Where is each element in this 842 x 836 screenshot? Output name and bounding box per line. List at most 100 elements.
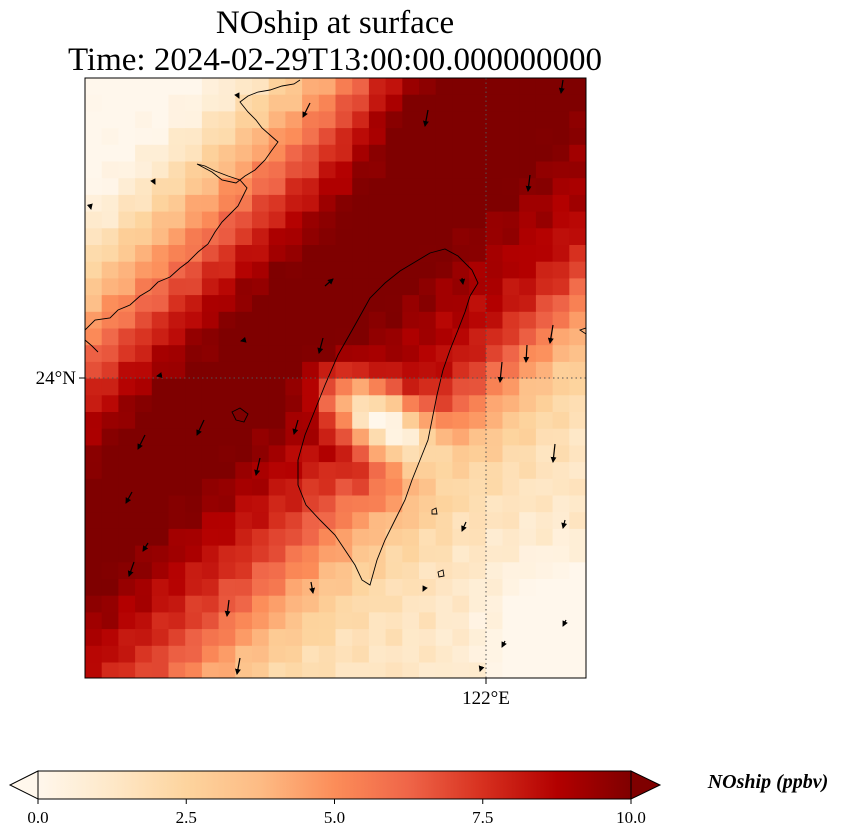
field-cell <box>168 428 186 446</box>
field-cell <box>485 245 504 263</box>
field-cell <box>185 495 203 513</box>
field-cell <box>252 211 270 229</box>
field-cell <box>502 361 520 380</box>
field-cell <box>85 278 103 296</box>
field-cell <box>469 211 487 229</box>
field-cell <box>185 595 203 613</box>
field-cell <box>485 478 504 497</box>
field-cell <box>368 629 387 647</box>
field-cell <box>268 395 286 413</box>
field-cell <box>352 211 370 229</box>
field-cell <box>168 78 186 96</box>
field-cell <box>502 161 520 179</box>
field-cell <box>569 295 586 313</box>
field-cell <box>352 462 370 480</box>
field-cell <box>101 361 119 380</box>
field-cell <box>535 228 554 246</box>
field-cell <box>151 579 170 597</box>
field-cell <box>185 361 203 380</box>
field-cell <box>168 495 186 513</box>
field-cell <box>302 545 320 563</box>
field-cell <box>368 512 387 530</box>
field-cell <box>352 528 370 547</box>
field-cell <box>135 128 153 146</box>
field-cell <box>535 412 554 430</box>
field-cell <box>419 512 437 530</box>
field-cell <box>85 128 103 146</box>
field-cell <box>318 562 337 580</box>
field-cell <box>218 645 236 664</box>
field-cell <box>452 94 470 112</box>
field-cell <box>285 345 303 363</box>
field-cell <box>452 78 470 96</box>
field-cell <box>101 278 119 296</box>
field-cell <box>268 178 286 196</box>
field-cell <box>552 545 570 563</box>
field-cell <box>151 361 170 380</box>
field-cell <box>469 662 487 678</box>
field-cell <box>452 245 470 263</box>
field-cell <box>268 612 286 630</box>
field-cell <box>485 161 504 179</box>
field-cell <box>469 512 487 530</box>
wind-arrow <box>196 419 205 436</box>
field-cell <box>519 428 537 446</box>
field-cell <box>151 245 170 263</box>
field-cell <box>85 629 103 647</box>
field-cell <box>385 562 403 580</box>
field-cell <box>268 311 286 330</box>
field-cell <box>519 579 537 597</box>
field-cell <box>452 629 470 647</box>
field-cell <box>535 261 554 279</box>
field-cell <box>135 528 153 547</box>
field-cell <box>485 495 504 513</box>
field-cell <box>385 478 403 497</box>
field-cell <box>502 395 520 413</box>
field-cell <box>201 495 220 513</box>
field-cell <box>118 528 136 547</box>
field-cell <box>352 94 370 112</box>
field-cell <box>168 295 186 313</box>
field-cell <box>402 111 420 129</box>
field-cell <box>385 662 403 678</box>
field-cell <box>419 562 437 580</box>
field-cell <box>135 94 153 112</box>
field-cell <box>569 245 586 263</box>
field-cell <box>402 211 420 229</box>
field-cell <box>502 78 520 96</box>
field-cell <box>502 595 520 613</box>
field-cell <box>318 194 337 213</box>
field-cell <box>419 245 437 263</box>
field-cell <box>519 94 537 112</box>
field-cell <box>318 528 337 547</box>
wind-arrow <box>525 174 532 192</box>
field-cell <box>168 311 186 330</box>
field-cell <box>151 445 170 463</box>
field-cell <box>569 662 586 678</box>
field-cell <box>552 528 570 547</box>
colorbar-extend-max <box>630 770 662 800</box>
field-cell <box>435 261 453 279</box>
wind-arrow <box>422 109 429 127</box>
field-cell <box>469 111 487 129</box>
field-cell <box>201 194 220 213</box>
field-cell <box>452 512 470 530</box>
field-cell <box>385 528 403 547</box>
field-cell <box>469 378 487 396</box>
field-cell <box>318 261 337 279</box>
field-cell <box>335 662 353 678</box>
field-cell <box>385 245 403 263</box>
field-cell <box>535 528 554 547</box>
field-cell <box>285 645 303 664</box>
field-cell <box>435 478 453 497</box>
field-cell <box>335 595 353 613</box>
field-cell <box>368 395 387 413</box>
field-cell <box>235 94 253 112</box>
field-cell <box>168 645 186 664</box>
field-cell <box>535 612 554 630</box>
field-cell <box>302 579 320 597</box>
field-cell <box>419 645 437 664</box>
field-cell <box>218 128 236 146</box>
field-cell <box>535 378 554 396</box>
field-cell <box>402 629 420 647</box>
